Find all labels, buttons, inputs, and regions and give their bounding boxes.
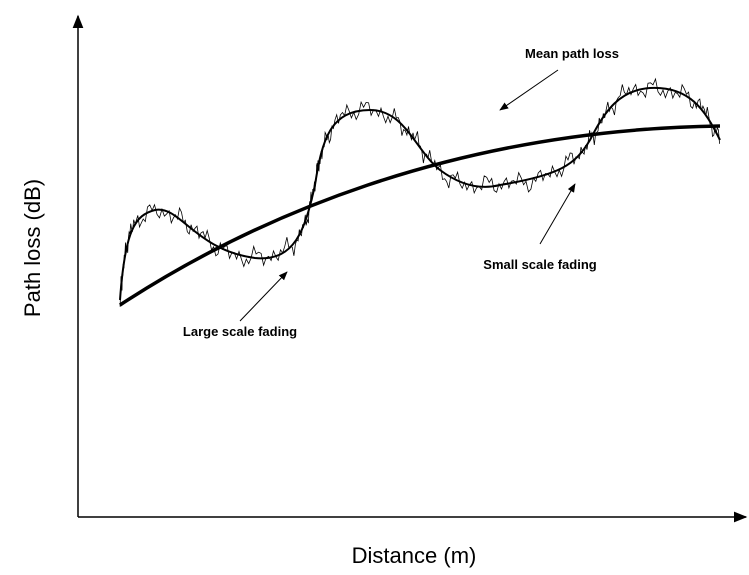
small-label: Small scale fading (483, 257, 596, 272)
x-axis-label: Distance (m) (352, 543, 477, 568)
mean-arrow (499, 69, 559, 111)
large-scale-curve (119, 86, 721, 301)
mean-path-loss-curve (119, 124, 721, 307)
small-arrow (539, 183, 576, 245)
small-scale-curve (119, 77, 720, 307)
mean-label: Mean path loss (525, 46, 619, 61)
y-axis-label: Path loss (dB) (20, 179, 45, 317)
large-arrow (239, 271, 288, 322)
large-label: Large scale fading (183, 324, 297, 339)
